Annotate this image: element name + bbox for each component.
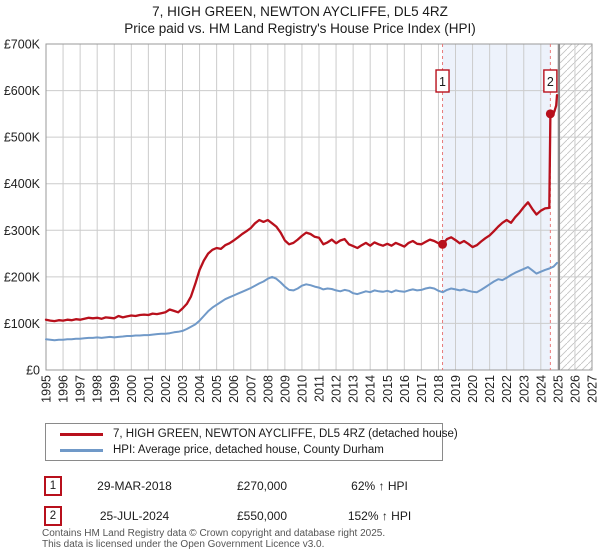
legend-item-property: 7, HIGH GREEN, NEWTON AYCLIFFE, DL5 4RZ … xyxy=(46,426,458,442)
svg-text:£100K: £100K xyxy=(4,317,41,331)
footer-line-2: This data is licensed under the Open Gov… xyxy=(42,538,325,550)
svg-text:2011: 2011 xyxy=(313,375,327,402)
table-row: 1 29-MAR-2018 £270,000 62% ↑ HPI xyxy=(44,475,464,496)
license-footer: Contains HM Land Registry data © Crown c… xyxy=(42,528,582,550)
svg-text:2025: 2025 xyxy=(551,375,565,403)
page-subtitle: Price paid vs. HM Land Registry's House … xyxy=(124,21,476,36)
svg-text:2001: 2001 xyxy=(142,375,156,403)
svg-text:£600K: £600K xyxy=(4,84,41,98)
svg-text:2012: 2012 xyxy=(330,375,344,403)
svg-text:£0: £0 xyxy=(26,364,40,378)
price-history-chart: 1 2 £0 £100K £200K £300K £400K £500K £600K £700K 1… xyxy=(4,38,600,403)
svg-text:1: 1 xyxy=(439,75,446,89)
svg-text:£700K: £700K xyxy=(4,38,41,52)
legend-item-hpi: HPI: Average price, detached house, Coun… xyxy=(46,442,442,458)
sale-marker-badge-2: 2 xyxy=(44,505,62,526)
svg-text:2015: 2015 xyxy=(381,375,395,403)
legend-label-property: 7, HIGH GREEN, NEWTON AYCLIFFE, DL5 4RZ … xyxy=(113,428,458,440)
svg-text:1995: 1995 xyxy=(40,375,54,403)
property-price-line xyxy=(44,94,559,323)
svg-text:2018: 2018 xyxy=(432,375,446,403)
svg-text:1996: 1996 xyxy=(57,375,71,403)
svg-text:2022: 2022 xyxy=(500,375,514,403)
svg-text:2004: 2004 xyxy=(193,375,207,403)
svg-text:£200K: £200K xyxy=(4,270,41,284)
transactions-table: 1 29-MAR-2018 £270,000 62% ↑ HPI 2 25-JU… xyxy=(44,475,464,536)
svg-text:2019: 2019 xyxy=(449,375,463,403)
svg-text:2003: 2003 xyxy=(176,375,190,403)
svg-text:£400K: £400K xyxy=(4,177,41,191)
page-title: 7, HIGH GREEN, NEWTON AYCLIFFE, DL5 4RZ xyxy=(152,4,448,19)
chart-title-block: 7, HIGH GREEN, NEWTON AYCLIFFE, DL5 4RZ … xyxy=(0,3,600,37)
svg-text:2002: 2002 xyxy=(159,375,173,403)
svg-text:2: 2 xyxy=(547,75,554,89)
sale-hpi-delta: 152% ↑ HPI xyxy=(347,508,412,523)
svg-text:2013: 2013 xyxy=(347,375,361,403)
svg-text:1999: 1999 xyxy=(108,375,122,403)
svg-text:2007: 2007 xyxy=(244,375,258,403)
sale-hpi-delta: 62% ↑ HPI xyxy=(351,478,408,493)
sale-price: £550,000 xyxy=(236,508,288,523)
svg-text:2023: 2023 xyxy=(517,375,531,403)
footer-line-1: Contains HM Land Registry data © Crown c… xyxy=(42,528,386,539)
svg-text:2006: 2006 xyxy=(227,375,241,403)
sale-marker-box-1 xyxy=(435,69,450,93)
svg-text:£300K: £300K xyxy=(4,224,41,238)
sale-marker-box-2 xyxy=(543,69,558,93)
sale-point-2 xyxy=(545,109,555,119)
sale-date: 25-JUL-2024 xyxy=(99,508,170,523)
svg-text:1998: 1998 xyxy=(91,375,105,403)
sale-price: £270,000 xyxy=(236,478,288,493)
table-row: 2 25-JUL-2024 £550,000 152% ↑ HPI xyxy=(44,505,464,526)
svg-text:2014: 2014 xyxy=(364,375,378,403)
legend-label-hpi: HPI: Average price, detached house, Coun… xyxy=(113,444,384,456)
svg-text:2017: 2017 xyxy=(415,375,429,403)
svg-text:2021: 2021 xyxy=(483,375,497,403)
hpi-line-swatch xyxy=(60,448,103,452)
hpi-line xyxy=(45,261,558,342)
svg-text:2016: 2016 xyxy=(398,375,412,403)
sale-date: 29-MAR-2018 xyxy=(97,478,172,493)
svg-text:2020: 2020 xyxy=(466,375,480,403)
property-line-swatch xyxy=(60,432,103,436)
future-hatch-band xyxy=(559,44,592,370)
sale-period-band xyxy=(442,44,551,370)
sale-marker-badge-1: 1 xyxy=(44,475,62,496)
chart-legend: 7, HIGH GREEN, NEWTON AYCLIFFE, DL5 4RZ … xyxy=(45,423,458,461)
svg-text:1997: 1997 xyxy=(74,375,88,403)
svg-text:2008: 2008 xyxy=(261,375,275,403)
sale-point-1 xyxy=(438,239,448,249)
svg-text:2005: 2005 xyxy=(210,375,224,403)
svg-text:2027: 2027 xyxy=(586,375,600,403)
svg-text:£500K: £500K xyxy=(4,131,41,145)
svg-text:2024: 2024 xyxy=(534,375,548,403)
svg-text:2009: 2009 xyxy=(278,375,292,403)
svg-text:2000: 2000 xyxy=(125,375,139,403)
svg-text:2026: 2026 xyxy=(568,375,582,403)
svg-text:2010: 2010 xyxy=(295,375,309,403)
